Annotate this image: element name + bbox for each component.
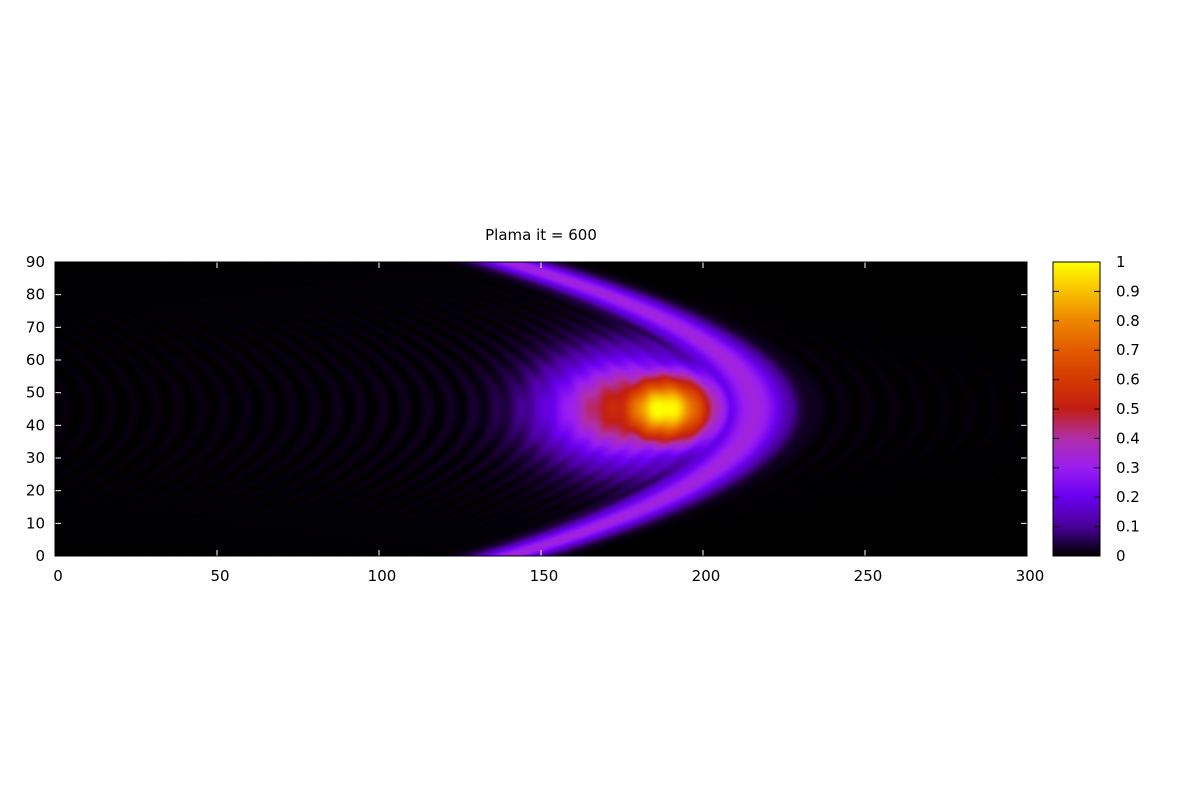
x-tick-label: 300 (1016, 567, 1045, 585)
y-tick-label: 80 (26, 286, 45, 304)
colorbar-ticks: 0 0.1 0.2 0.3 0.4 0.5 0.6 0.7 0.8 0.9 1 (1053, 253, 1140, 565)
colorbar-tick-label: 0.6 (1116, 371, 1140, 389)
colorbar-tick-label: 0.9 (1116, 282, 1140, 300)
colorbar-tick-label: 0.8 (1116, 312, 1140, 330)
y-tick-label: 50 (26, 384, 45, 402)
plot-frame (54, 261, 1028, 557)
colorbar-tick-label: 1 (1116, 253, 1126, 271)
colorbar-gradient (1053, 262, 1100, 556)
x-tick-label: 200 (692, 567, 721, 585)
y-tick-label: 0 (35, 547, 45, 565)
y-tick-label: 10 (26, 514, 45, 532)
y-tick-label: 60 (26, 351, 45, 369)
x-tick-label: 0 (53, 567, 63, 585)
colorbar-tick-label: 0 (1116, 547, 1126, 565)
x-tick-label: 250 (854, 567, 883, 585)
y-axis-ticks: 0 10 20 30 40 50 60 70 80 90 (26, 253, 1027, 565)
colorbar-tick-label: 0.5 (1116, 400, 1140, 418)
y-tick-label: 70 (26, 318, 45, 336)
colorbar-tick-label: 0.2 (1116, 488, 1140, 506)
x-axis-ticks: 0 50 100 150 200 250 300 (53, 262, 1044, 585)
y-tick-label: 40 (26, 416, 45, 434)
colorbar-tick-label: 0.1 (1116, 518, 1140, 536)
heatmap-plot-area (55, 262, 1027, 556)
x-tick-label: 100 (368, 567, 397, 585)
colorbar-tick-label: 0.4 (1116, 429, 1140, 447)
y-tick-label: 20 (26, 482, 45, 500)
colorbar-frame (1052, 261, 1101, 557)
y-tick-label: 30 (26, 449, 45, 467)
chart-title: Plama it = 600 (485, 226, 597, 244)
colorbar-tick-label: 0.7 (1116, 341, 1140, 359)
x-tick-label: 50 (210, 567, 229, 585)
x-tick-label: 150 (530, 567, 559, 585)
colorbar-tick-label: 0.3 (1116, 459, 1140, 477)
y-tick-label: 90 (26, 253, 45, 271)
